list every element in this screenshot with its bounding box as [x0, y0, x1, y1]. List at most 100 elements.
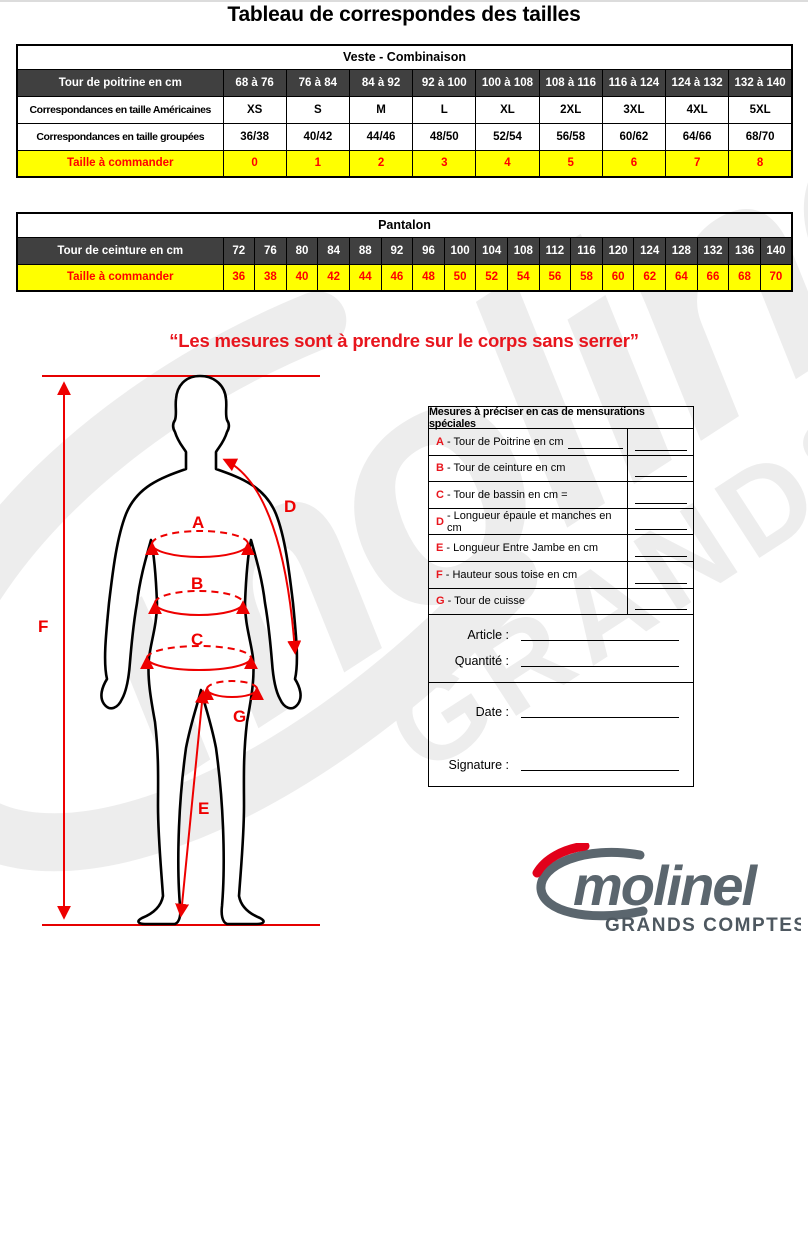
form-header: Mesures à préciser en cas de mensuration…: [429, 406, 693, 430]
size-cell: 60: [601, 263, 635, 292]
size-cell: 88: [348, 236, 382, 265]
size-cell: 50: [443, 263, 477, 292]
size-cell: 112: [538, 236, 572, 265]
measure-label: - Longueur épaule et manches en cm: [446, 509, 612, 534]
label-D: D: [284, 497, 296, 516]
size-cell: 104: [475, 236, 508, 265]
size-cell: 5: [538, 149, 603, 178]
date-signature-section: Date : Signature :: [429, 683, 693, 778]
logo-subtitle-text: GRANDS COMPTES: [605, 915, 801, 935]
label-G: G: [233, 707, 246, 726]
us-size-row: Correspondances en taille Américaines XS…: [16, 95, 793, 124]
waist-range-row: Tour de ceinture en cm 72 76 80 84 88 92…: [16, 236, 793, 265]
chest-range-row: Tour de poitrine en cm 68 à 76 76 à 84 8…: [16, 68, 793, 97]
measure-label: - Longueur Entre Jambe en cm: [446, 542, 598, 555]
row-label: Correspondances en taille groupées: [16, 122, 224, 151]
write-in-line: [634, 449, 687, 451]
size-cell: 116: [570, 236, 603, 265]
pantalon-caption: Pantalon: [16, 212, 793, 238]
size-cell: 44: [348, 263, 382, 292]
article-row: Article :: [435, 622, 679, 648]
label-B: B: [191, 574, 203, 593]
body-measurement-diagram: A B C D E F G: [38, 374, 320, 926]
size-cell: 140: [759, 236, 793, 265]
write-in-line: [521, 716, 679, 718]
size-cell: 120: [601, 236, 635, 265]
size-cell: 52: [475, 263, 508, 292]
value-cell: [627, 561, 693, 588]
size-cell: 54: [506, 263, 540, 292]
size-cell: 52/54: [475, 122, 540, 151]
row-label: Tour de poitrine en cm: [16, 68, 224, 97]
size-cell: 4XL: [665, 95, 730, 124]
write-in-line: [634, 609, 687, 611]
logo-brand-text: molinel: [573, 854, 758, 917]
size-cell: 40: [285, 263, 319, 292]
value-cell: [627, 429, 693, 455]
size-cell: 64/66: [665, 122, 730, 151]
date-label: Date :: [475, 705, 509, 720]
value-cell: [627, 482, 693, 508]
size-cell: 70: [759, 263, 793, 292]
size-cell: 58: [570, 263, 603, 292]
size-cell: 3XL: [601, 95, 667, 124]
size-cell: 84 à 92: [348, 68, 414, 97]
size-cell: 60/62: [601, 122, 667, 151]
size-cell: 124 à 132: [665, 68, 730, 97]
size-cell: 76: [254, 236, 287, 265]
size-cell: 128: [665, 236, 698, 265]
write-in-line: [521, 665, 679, 667]
write-in-line: [567, 447, 623, 449]
measure-label: - Tour de cuisse: [447, 595, 526, 608]
quantity-row: Quantité :: [435, 648, 679, 674]
size-cell: 68 à 76: [222, 68, 287, 97]
size-cell: 76 à 84: [285, 68, 350, 97]
write-in-line: [634, 529, 687, 531]
molinel-logo: molinel GRANDS COMPTES: [532, 843, 801, 935]
size-cell: M: [348, 95, 414, 124]
size-cell: 2XL: [538, 95, 603, 124]
pantalon-size-table: Pantalon Tour de ceinture en cm 72 76 80…: [16, 212, 793, 292]
size-cell: 124: [633, 236, 667, 265]
size-cell: 68: [728, 263, 761, 292]
size-cell: 7: [665, 149, 730, 178]
label-F: F: [38, 617, 48, 636]
page-top-edge: [0, 0, 808, 2]
size-cell: 100: [443, 236, 477, 265]
size-cell: 132: [696, 236, 730, 265]
form-row-B: B - Tour de ceinture en cm: [429, 455, 693, 483]
size-cell: 40/42: [285, 122, 350, 151]
size-cell: 132 à 140: [728, 68, 793, 97]
size-cell: 44/46: [348, 122, 414, 151]
measure-letter: D: [436, 515, 444, 528]
grouped-size-row: Correspondances en taille groupées 36/38…: [16, 122, 793, 151]
row-label: Tour de ceinture en cm: [16, 236, 224, 265]
size-cell: 48: [412, 263, 445, 292]
form-row-E: E - Longueur Entre Jambe en cm: [429, 535, 693, 562]
logo-swoosh: [536, 847, 648, 921]
size-cell: 100 à 108: [475, 68, 540, 97]
row-label: Taille à commander: [16, 263, 224, 292]
label-C: C: [191, 630, 203, 649]
size-cell: 108: [506, 236, 540, 265]
measure-letter: G: [436, 595, 445, 608]
size-cell: 72: [222, 236, 256, 265]
quantity-label: Quantité :: [454, 654, 509, 669]
size-cell: 4: [475, 149, 540, 178]
measure-label: - Hauteur sous toise en cm: [445, 568, 578, 581]
row-label: Taille à commander: [16, 149, 224, 178]
body-outline: [100, 374, 302, 926]
special-measurements-form: Mesures à préciser en cas de mensuration…: [428, 406, 694, 787]
measure-letter: E: [436, 542, 444, 555]
size-cell: 116 à 124: [601, 68, 667, 97]
form-row-G: G - Tour de cuisse: [429, 588, 693, 616]
size-chart-page: Tableau de correspondes des tailles Vest…: [0, 0, 808, 935]
date-row: Date :: [435, 699, 679, 725]
size-cell: 5XL: [728, 95, 793, 124]
measure-letter: B: [436, 462, 444, 475]
page-title: Tableau de correspondes des tailles: [227, 3, 581, 26]
size-cell: 108 à 116: [538, 68, 603, 97]
measure-letter: F: [436, 568, 443, 581]
size-cell: 84: [317, 236, 350, 265]
size-cell: 36/38: [222, 122, 287, 151]
